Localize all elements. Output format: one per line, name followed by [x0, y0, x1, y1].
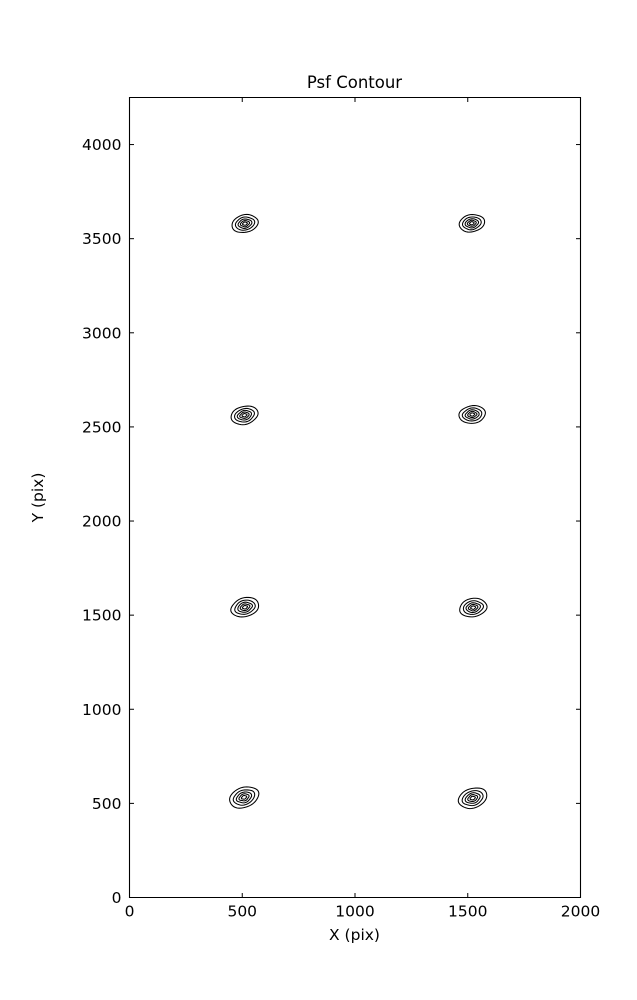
y-tick-label: 2000 — [82, 513, 121, 531]
axes-spines — [128, 96, 582, 899]
contour-level-0 — [457, 787, 488, 810]
x-axis-label: X (pix) — [329, 926, 380, 944]
contour-level-2 — [237, 218, 253, 229]
contour-level-0 — [229, 786, 260, 809]
contour-level-1 — [462, 600, 484, 615]
y-axis-tick-labels: 0 500 1000 1500 2000 2500 3000 3500 4000 — [82, 136, 121, 907]
y-tick-label: 500 — [92, 795, 122, 813]
x-tick-label: 0 — [125, 903, 135, 921]
contour-level-2 — [235, 791, 253, 804]
contour-level-1 — [461, 216, 482, 231]
x-axis-tick-labels: 0 500 1000 1500 2000 — [125, 903, 601, 921]
psf-contour-cluster — [229, 786, 260, 809]
psf-contour-cluster — [458, 404, 486, 424]
contour-level-4 — [241, 413, 248, 418]
y-axis-ticks — [129, 144, 581, 898]
contour-level-4 — [470, 605, 477, 610]
contour-level-3 — [467, 794, 479, 803]
contour-level-3 — [239, 220, 251, 228]
y-axis-label: Y (pix) — [29, 473, 47, 524]
x-tick-label: 2000 — [561, 903, 600, 921]
contour-level-1 — [234, 599, 256, 615]
contour-level-4 — [469, 412, 476, 417]
contour-level-2 — [464, 218, 480, 229]
contour-level-1 — [234, 407, 255, 423]
contour-level-3 — [238, 793, 250, 802]
contour-level-0 — [458, 214, 486, 233]
contour-level-2 — [236, 409, 252, 421]
x-tick-label: 1500 — [448, 903, 487, 921]
y-tick-label: 3500 — [82, 230, 121, 248]
psf-contour-cluster — [457, 787, 488, 810]
psf-contour-cluster — [230, 596, 260, 618]
contour-level-2 — [465, 602, 481, 614]
contour-level-0 — [230, 596, 260, 618]
contour-series-group — [229, 213, 488, 810]
psf-contour-cluster — [230, 405, 259, 426]
y-tick-label: 3000 — [82, 324, 121, 342]
psf-contour-cluster — [231, 213, 259, 233]
contour-level-1 — [234, 216, 256, 231]
contour-level-4 — [241, 605, 249, 610]
contour-level-4 — [242, 221, 248, 226]
x-tick-label: 1000 — [335, 903, 374, 921]
axes-frame — [128, 96, 582, 899]
contour-level-4 — [468, 221, 475, 226]
contour-level-0 — [231, 213, 259, 233]
contour-level-3 — [239, 603, 251, 612]
psf-contour-cluster — [458, 214, 486, 233]
contour-level-1 — [232, 789, 256, 806]
x-axis-ticks — [129, 97, 581, 898]
y-tick-label: 4000 — [82, 136, 121, 154]
contour-level-3 — [467, 603, 479, 612]
chart-title: Psf Contour — [307, 73, 402, 92]
y-tick-label: 1000 — [82, 701, 121, 719]
contour-level-3 — [239, 411, 250, 419]
y-tick-label: 1500 — [82, 607, 121, 625]
y-tick-label: 2500 — [82, 418, 121, 436]
y-tick-label: 0 — [112, 889, 122, 907]
contour-level-1 — [461, 790, 484, 807]
contour-level-2 — [237, 601, 253, 613]
contour-level-2 — [464, 792, 481, 804]
x-tick-label: 500 — [227, 903, 257, 921]
contour-level-1 — [461, 407, 483, 422]
contour-level-4 — [469, 795, 476, 801]
contour-level-2 — [464, 409, 480, 420]
psf-contour-cluster — [459, 597, 488, 618]
contour-level-0 — [230, 405, 259, 426]
contour-level-3 — [466, 219, 477, 227]
contour-level-0 — [458, 404, 486, 424]
contour-level-0 — [459, 597, 488, 618]
contour-level-4 — [240, 794, 248, 800]
contour-level-3 — [467, 410, 478, 419]
